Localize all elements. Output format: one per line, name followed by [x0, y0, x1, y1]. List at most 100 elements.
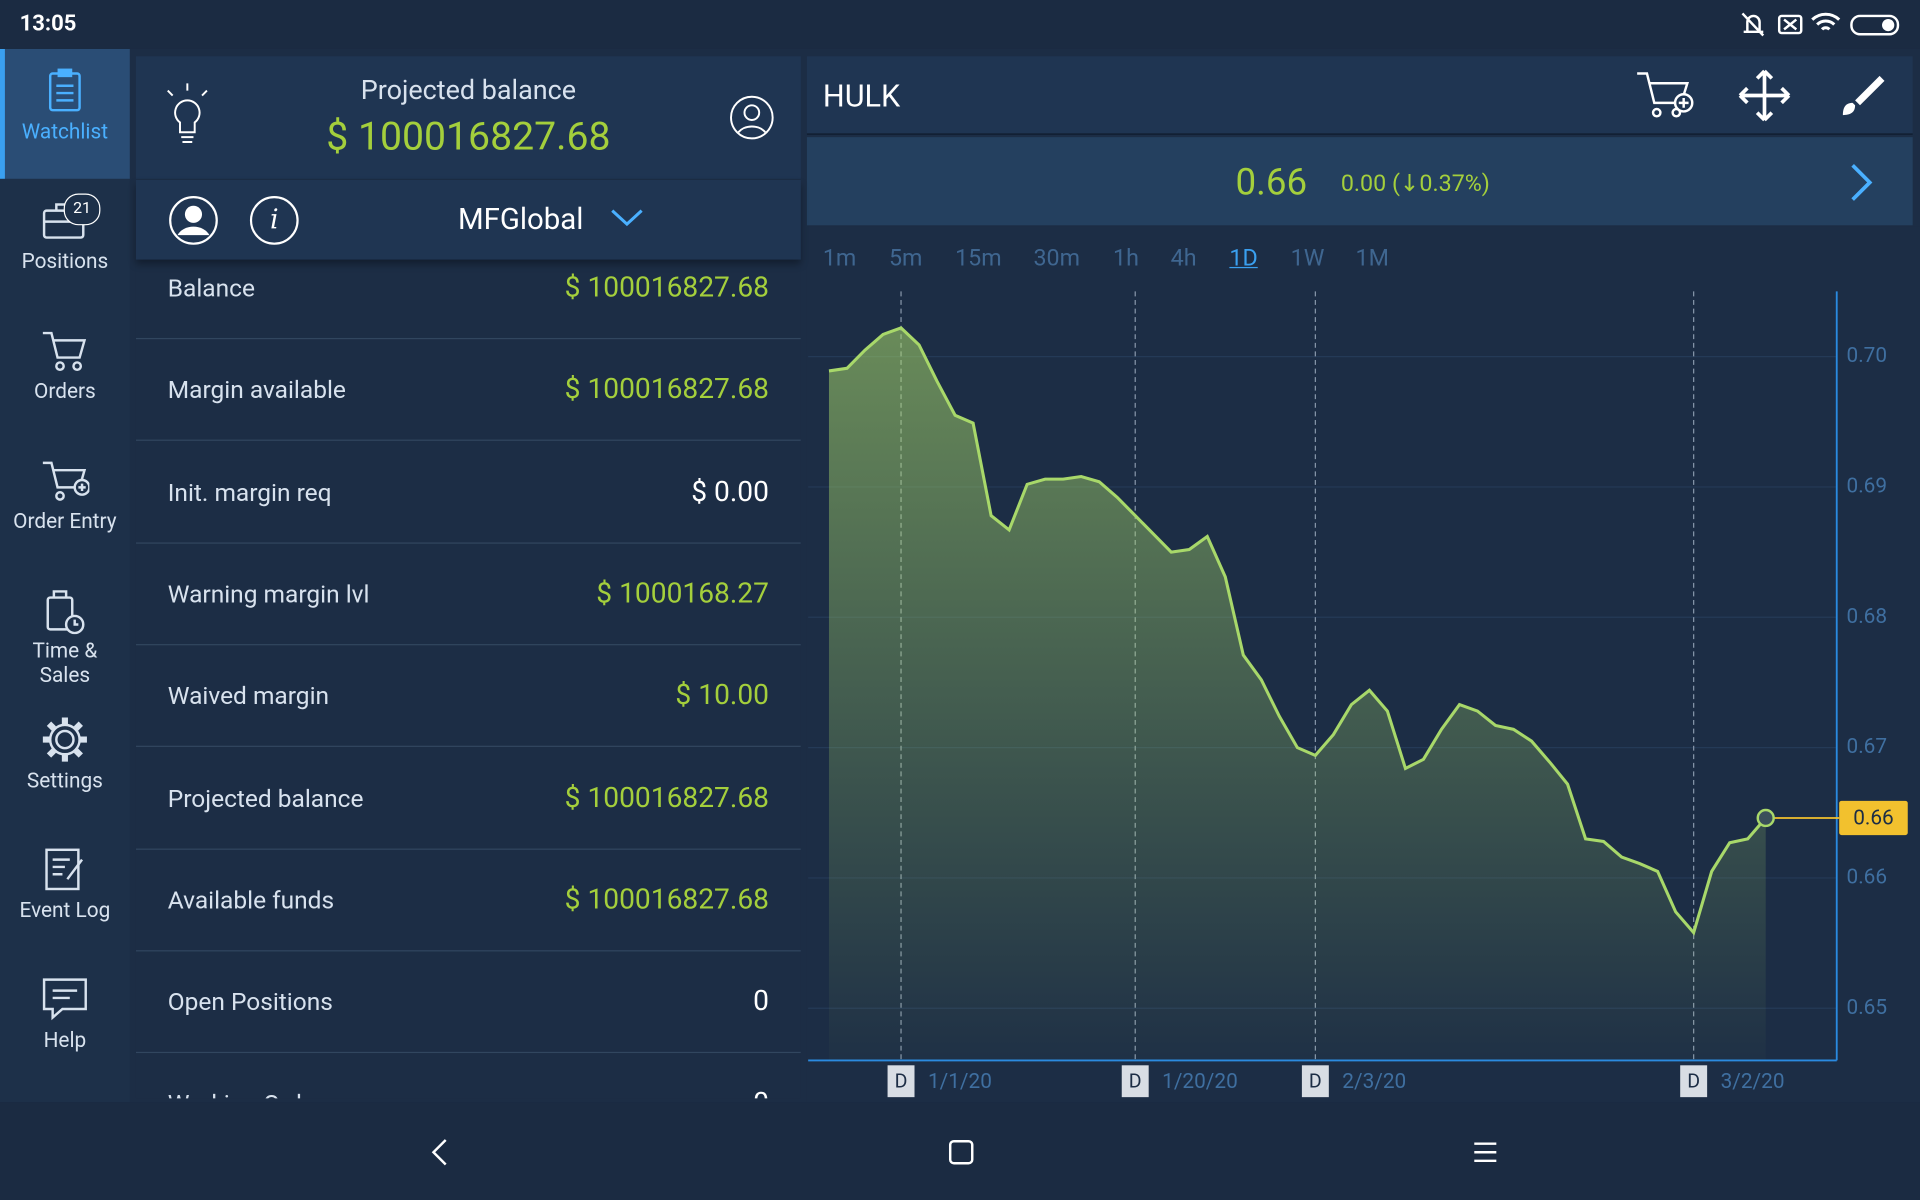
account-name[interactable]: MFGlobal [457, 202, 584, 237]
menu-button[interactable] [1469, 1136, 1501, 1168]
date-marker-badge-bg [1301, 1065, 1329, 1098]
account-row: Open Positions 0 [135, 950, 801, 1054]
back-button[interactable] [426, 1136, 455, 1168]
date-marker-badge: D [1129, 1070, 1142, 1093]
row-label: Balance [167, 273, 255, 303]
x-tick-label: 3/2/20 [1721, 1070, 1785, 1094]
timeframe[interactable]: 1h [1113, 243, 1139, 272]
timeframe[interactable]: 5m [888, 243, 923, 272]
nav-item[interactable]: Positions 21 [0, 179, 130, 309]
info-icon[interactable]: i [249, 195, 300, 246]
price-line [828, 326, 1767, 936]
profile-icon[interactable] [729, 94, 776, 141]
current-price-label: 0.66 [1853, 807, 1894, 831]
home-button[interactable] [945, 1136, 977, 1168]
nav-item[interactable]: Time & Sales [0, 568, 130, 698]
date-marker-badge-bg [1121, 1065, 1149, 1098]
nav-item[interactable]: Orders [0, 309, 130, 439]
row-value: $ 1000168.27 [596, 576, 769, 610]
header-balance: $ 100016827.68 [326, 112, 611, 160]
status-bar: 13:05 [0, 0, 1920, 49]
account-row: Working Orders 0 [136, 1052, 801, 1099]
row-label: Margin available [167, 375, 346, 405]
last-point [1756, 808, 1775, 828]
header-title: Projected balance [360, 75, 577, 107]
area-fill [828, 327, 1766, 1061]
nav-item[interactable]: Settings [0, 698, 130, 828]
row-label: Projected balance [167, 783, 364, 813]
timeframe[interactable]: 15m [955, 243, 1002, 272]
nav-bar [0, 1102, 1920, 1200]
nav-icon [42, 978, 87, 1021]
status-icons [1741, 12, 1900, 37]
row-value: $ 100016827.68 [564, 372, 769, 406]
nav-label: Event Log [19, 898, 111, 924]
y-tick-label: 0.66 [1847, 865, 1888, 889]
row-label: Open Positions [167, 987, 333, 1017]
nav-icon [45, 848, 84, 891]
date-marker-badge-bg [1680, 1065, 1708, 1098]
date-marker-badge: D [895, 1070, 908, 1093]
nav-label: Time & Sales [32, 639, 98, 689]
row-label: Working Orders [168, 1089, 336, 1098]
nav-label: Order Entry [13, 509, 117, 534]
account-row: Available funds $ 100016827.68 [135, 848, 801, 952]
account-row: Margin available $ 100016827.68 [135, 338, 801, 442]
cart-add-icon[interactable] [1635, 66, 1696, 122]
user-icon[interactable] [168, 195, 219, 246]
bulb-icon[interactable] [163, 83, 212, 152]
chart-panel: 1m 5m 15m 30m 1h 4h 1D 1W 1M 0.70 0.69 0.68 0.67 0.6… [806, 226, 1920, 1103]
nav-badge: 21 [63, 193, 101, 226]
nav-item[interactable]: Watchlist [0, 48, 130, 179]
nav-label: Settings [26, 768, 103, 794]
timeframe[interactable]: 1D [1229, 243, 1258, 272]
account-row: Init. margin req $ 0.00 [135, 440, 801, 544]
x-tick-label: 2/3/20 [1342, 1070, 1406, 1094]
x-tick-label: 1/20/20 [1162, 1070, 1238, 1094]
current-price-tag [1839, 800, 1908, 836]
row-value: $ 100016827.68 [564, 882, 769, 916]
price-change: 0.00 (↓0.37%) [1340, 168, 1490, 198]
timeframes: 1m 5m 15m 30m 1h 4h 1D 1W 1M [807, 244, 1920, 281]
nav-item[interactable]: Event Log [0, 828, 130, 958]
chart-header: HULK [806, 56, 1913, 135]
timeframe[interactable]: 30m [1033, 243, 1081, 272]
row-value: 0 [753, 1087, 769, 1099]
timeframe[interactable]: 1W [1290, 243, 1325, 272]
row-value: $ 10.00 [675, 678, 769, 712]
account-header: Projected balance $ 100016827.68 [135, 56, 801, 179]
timeframe[interactable]: 4h [1170, 243, 1197, 272]
dropdown-arrow[interactable] [610, 207, 644, 229]
y-tick-label: 0.69 [1847, 474, 1888, 498]
y-tick-label: 0.65 [1847, 996, 1888, 1020]
account-row: Warning margin lvl $ 1000168.27 [135, 542, 801, 646]
move-icon[interactable] [1738, 69, 1792, 123]
price-chart: 0.70 0.69 0.68 0.67 0.66 0.65 D 1/1/20 D 1/20/20 D… [808, 291, 1908, 1098]
timeframe[interactable]: 1m [822, 243, 857, 272]
row-label: Init. margin req [167, 477, 332, 507]
last-price: 0.66 [1235, 161, 1308, 205]
row-value: 0 [753, 984, 769, 1018]
row-label: Available funds [167, 885, 335, 915]
draw-icon[interactable] [1838, 71, 1887, 120]
nav-label: Positions [21, 249, 109, 275]
timeframe[interactable]: 1M [1355, 243, 1389, 272]
nav-item[interactable]: Order Entry [0, 438, 130, 568]
row-value: $ 100016827.68 [564, 270, 769, 304]
clock: 13:05 [19, 11, 77, 37]
row-label: Warning margin lvl [167, 579, 370, 609]
date-marker-badge: D [1309, 1070, 1322, 1093]
row-value: $ 0.00 [691, 474, 769, 508]
nav-icon [48, 68, 81, 112]
account-row: Balance $ 100016827.68 [135, 260, 801, 340]
date-marker-badge-bg [887, 1065, 915, 1098]
quote-bar: 0.66 0.00 (↓0.37%) [806, 137, 1913, 226]
nav-item[interactable]: Help [0, 958, 130, 1088]
next-arrow[interactable] [1848, 162, 1877, 204]
nav-icon [42, 331, 87, 372]
row-value: $ 100016827.68 [564, 780, 769, 814]
nav-label: Help [43, 1028, 87, 1054]
symbol: HULK [822, 79, 901, 116]
x-tick-label: 1/1/20 [928, 1070, 992, 1094]
